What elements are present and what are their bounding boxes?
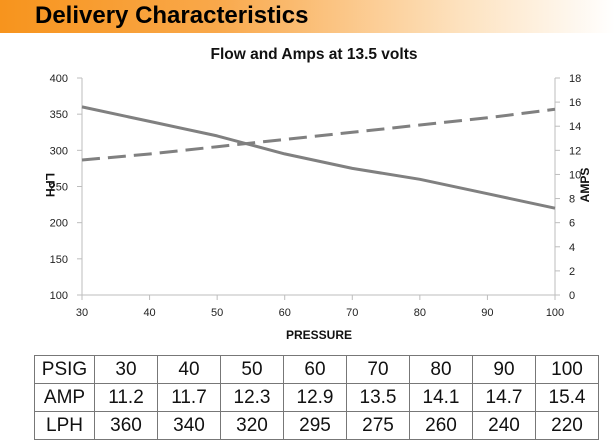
row-header: AMP: [34, 383, 95, 412]
header-bar: Delivery Characteristics: [0, 0, 615, 33]
series-lph-line: [81, 105, 556, 210]
x-tick-label: 60: [279, 307, 291, 319]
x-axis-label: PRESSURE: [286, 328, 352, 342]
table-cell: 90: [472, 355, 536, 384]
table-cell: 360: [94, 411, 158, 440]
table-cell: 220: [535, 411, 599, 440]
x-tick-label: 90: [481, 307, 493, 319]
table-cell: 50: [220, 355, 284, 384]
table-cell: 100: [535, 355, 599, 384]
table-cell: 12.3: [220, 383, 284, 412]
table-cell: 40: [157, 355, 221, 384]
y-right-tick-label: 16: [569, 97, 581, 109]
chart-area: Flow and Amps at 13.5 volts 30 40 50 60 70 80…: [0, 33, 615, 350]
table-cell: 14.7: [472, 383, 536, 412]
y-right-tick-label: 10: [569, 169, 581, 181]
y-axis-left-label: LPH: [43, 173, 57, 197]
table-cell: 13.5: [346, 383, 410, 412]
x-tick-label: 70: [346, 307, 358, 319]
y-right-tick-label: 6: [569, 218, 575, 230]
y-left-tick-label: 300: [50, 145, 68, 157]
table-cell: 60: [283, 355, 347, 384]
table-cell: 275: [346, 411, 410, 440]
y-right-tick-label: 0: [569, 290, 575, 302]
row-header: PSIG: [34, 355, 95, 384]
y-right-tick-label: 12: [569, 145, 581, 157]
y-right-tick-label: 2: [569, 266, 575, 278]
table-cell: 14.1: [409, 383, 473, 412]
y-right-tick-label: 8: [569, 194, 575, 206]
y-right-tick-label: 18: [569, 73, 581, 85]
y-left-tick-label: 100: [50, 290, 68, 302]
table-cell: 30: [94, 355, 158, 384]
table-cell: 11.7: [157, 383, 221, 412]
table-cell: 295: [283, 411, 347, 440]
chart-title: Flow and Amps at 13.5 volts: [210, 46, 417, 63]
table-row: LPH 360 340 320 295 275 260 240 220: [34, 411, 599, 440]
table-cell: 12.9: [283, 383, 347, 412]
table-cell: 11.2: [94, 383, 158, 412]
table-cell: 240: [472, 411, 536, 440]
page-title: Delivery Characteristics: [35, 2, 309, 29]
table-cell: 260: [409, 411, 473, 440]
x-tick-label: 50: [211, 307, 223, 319]
data-table: PSIG 30 40 50 60 70 80 90 100 AMP 11.2 11.7 12.3 12.9…: [34, 355, 599, 440]
x-tick-label: 40: [143, 307, 155, 319]
x-tick-label: 30: [76, 307, 88, 319]
line-chart: Flow and Amps at 13.5 volts 30 40 50 60 70 80…: [43, 46, 592, 342]
y-left-tick-label: 150: [50, 254, 68, 266]
y-left-tick-label: 250: [50, 182, 68, 194]
table-cell: 320: [220, 411, 284, 440]
table-row: AMP 11.2 11.7 12.3 12.9 13.5 14.1 14.7 15.4: [34, 383, 599, 412]
table-cell: 15.4: [535, 383, 599, 412]
y-axis-right-label: AMPS: [578, 168, 592, 203]
x-tick-label: 100: [546, 307, 564, 319]
series-amps-line: [81, 107, 556, 162]
y-right-tick-label: 14: [569, 121, 581, 133]
y-right-tick-label: 4: [569, 242, 575, 254]
table-cell: 340: [157, 411, 221, 440]
y-left-tick-label: 350: [50, 109, 68, 121]
row-header: LPH: [34, 411, 95, 440]
table-cell: 80: [409, 355, 473, 384]
y-left-tick-label: 400: [50, 73, 68, 85]
table-row: PSIG 30 40 50 60 70 80 90 100: [34, 355, 599, 384]
y-left-tick-label: 200: [50, 218, 68, 230]
table-cell: 70: [346, 355, 410, 384]
x-tick-label: 80: [414, 307, 426, 319]
